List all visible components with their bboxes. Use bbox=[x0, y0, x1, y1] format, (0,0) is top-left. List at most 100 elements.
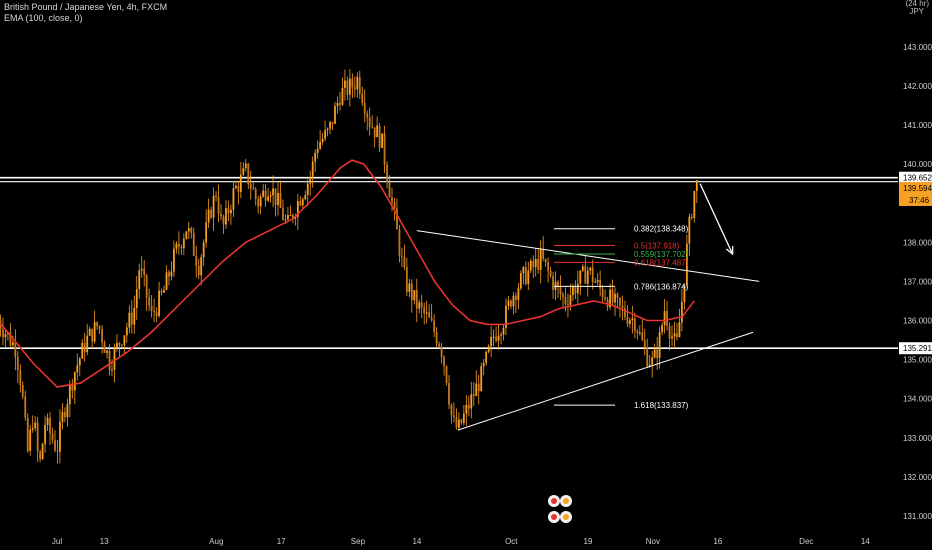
candle-body bbox=[695, 180, 698, 191]
arrow-head-icon bbox=[725, 246, 734, 256]
candle-body bbox=[91, 328, 94, 342]
candle-body bbox=[405, 267, 408, 292]
candle-body bbox=[78, 358, 81, 366]
candle-body bbox=[51, 433, 54, 441]
candle-body bbox=[262, 190, 265, 197]
chart-legend[interactable]: British Pound / Japanese Yen, 4h, FXCM E… bbox=[4, 2, 167, 24]
candle-body bbox=[301, 199, 304, 206]
candle-body bbox=[121, 344, 123, 346]
candle-body bbox=[453, 415, 455, 418]
candle-body bbox=[222, 216, 225, 225]
candle-body bbox=[495, 336, 497, 341]
candle-body bbox=[467, 404, 470, 409]
y-tick-label: 135.000 bbox=[903, 356, 932, 365]
candle-body bbox=[133, 308, 136, 325]
candle-body bbox=[455, 417, 458, 428]
candle-body bbox=[175, 243, 178, 249]
candle-body bbox=[98, 326, 101, 329]
candle-body bbox=[433, 320, 436, 332]
y-tick-label: 133.000 bbox=[903, 434, 932, 443]
candle-body bbox=[145, 275, 148, 298]
candle-body bbox=[207, 209, 210, 223]
candle-body bbox=[103, 342, 106, 353]
candle-body bbox=[448, 383, 450, 405]
candle-body bbox=[153, 310, 156, 313]
candle-body bbox=[299, 201, 302, 206]
fib-label: 0.559(137.702) bbox=[634, 250, 689, 259]
candle-body bbox=[64, 411, 66, 418]
x-tick-label: 14 bbox=[861, 537, 870, 546]
x-tick-label: 13 bbox=[100, 537, 109, 546]
candle-body bbox=[383, 133, 386, 165]
candle-body bbox=[187, 228, 190, 232]
candle-body bbox=[135, 289, 138, 309]
candle-body bbox=[311, 161, 314, 178]
candle-body bbox=[619, 297, 621, 306]
x-tick-label: 17 bbox=[277, 537, 286, 546]
candle-body bbox=[458, 419, 460, 428]
candle-body bbox=[366, 113, 369, 118]
candle-body bbox=[192, 232, 195, 256]
candle-body bbox=[420, 302, 423, 307]
candle-body bbox=[564, 297, 567, 305]
candle-body bbox=[215, 195, 217, 198]
candle-body bbox=[393, 201, 396, 209]
candle-body bbox=[542, 248, 545, 259]
candle-body bbox=[616, 293, 619, 298]
candle-body bbox=[19, 370, 22, 386]
candle-body bbox=[282, 207, 284, 220]
candle-body bbox=[581, 266, 584, 271]
candle-body bbox=[438, 343, 440, 347]
y-tick-label: 132.000 bbox=[903, 473, 932, 482]
candle-body bbox=[418, 302, 421, 309]
candle-body bbox=[643, 340, 646, 347]
candle-body bbox=[693, 190, 696, 218]
candle-body bbox=[391, 197, 393, 202]
candle-body bbox=[234, 185, 237, 189]
candle-body bbox=[641, 332, 644, 341]
candle-body bbox=[54, 440, 56, 451]
candle-body bbox=[71, 383, 74, 391]
candle-body bbox=[202, 242, 205, 258]
candle-body bbox=[220, 213, 222, 217]
candle-body bbox=[128, 312, 131, 328]
candle-body bbox=[2, 329, 4, 338]
candle-body bbox=[591, 267, 594, 283]
candle-body bbox=[86, 335, 89, 353]
candle-body bbox=[497, 335, 500, 341]
candle-body bbox=[66, 404, 69, 418]
candle-body bbox=[356, 76, 359, 90]
x-tick-label: 16 bbox=[713, 537, 722, 546]
candle-body bbox=[599, 279, 602, 289]
candle-body bbox=[415, 290, 418, 309]
candle-body bbox=[534, 259, 537, 268]
candle-body bbox=[609, 289, 611, 308]
candle-body bbox=[309, 177, 312, 184]
candle-body bbox=[76, 365, 79, 373]
candle-body bbox=[549, 270, 552, 276]
candle-body bbox=[661, 325, 664, 333]
x-tick-label: Sep bbox=[351, 537, 366, 546]
candle-countdown-label: 37:46 bbox=[909, 196, 930, 205]
price-axis[interactable]: (24 hr)JPY 131.000 132.000 133.000 134.000 13… bbox=[899, 0, 932, 521]
time-axis[interactable]: Jul13Aug17Sep14Oct19Nov16Dec14202118Feb bbox=[52, 537, 932, 546]
candle-body bbox=[195, 255, 198, 266]
candle-body bbox=[336, 102, 339, 107]
candle-body bbox=[111, 369, 113, 371]
candle-body bbox=[584, 266, 587, 284]
candle-body bbox=[210, 209, 213, 218]
y-tick-label: 134.000 bbox=[903, 395, 932, 404]
candle-body bbox=[500, 334, 502, 336]
candle-body bbox=[227, 208, 230, 214]
candle-body bbox=[88, 328, 91, 336]
horizontal-levels bbox=[0, 176, 898, 350]
candle-body bbox=[482, 362, 485, 367]
candle-body bbox=[656, 349, 659, 358]
candle-body bbox=[443, 356, 445, 367]
candle-body bbox=[611, 289, 614, 303]
candle-body bbox=[34, 422, 37, 429]
candle-body bbox=[532, 260, 535, 268]
candle-body bbox=[361, 93, 364, 103]
candle-body bbox=[604, 297, 607, 300]
